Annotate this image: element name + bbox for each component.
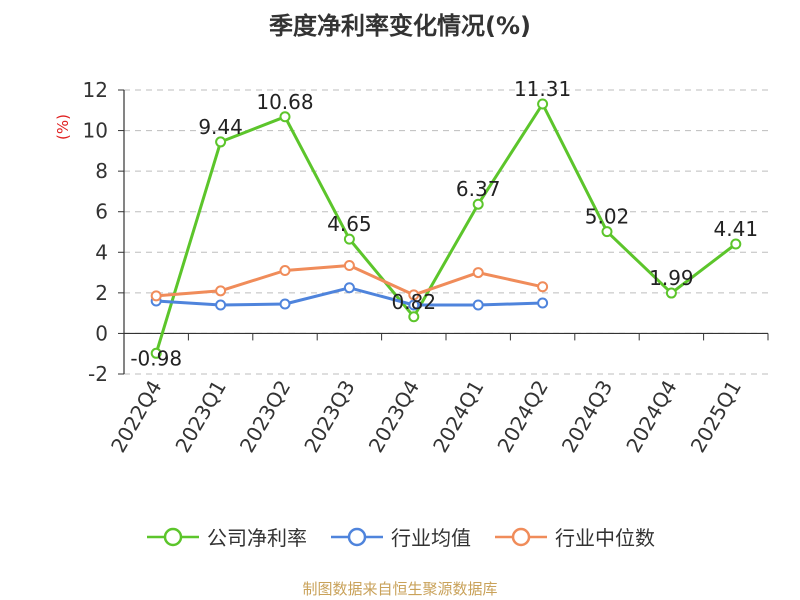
data-label: 5.02 — [585, 205, 630, 229]
legend-label: 行业均值 — [391, 526, 471, 550]
x-tick-label: 2024Q1 — [428, 376, 488, 457]
data-point — [537, 98, 549, 110]
data-label: 0.82 — [392, 290, 437, 314]
legend-item-industry-median[interactable]: 行业中位数 — [493, 522, 655, 551]
data-point — [279, 111, 291, 123]
legend-label: 公司净利率 — [207, 526, 307, 550]
data-point — [279, 298, 291, 310]
data-label: 4.65 — [327, 212, 372, 236]
data-point — [343, 233, 355, 245]
x-tick-label: 2025Q1 — [686, 376, 746, 457]
x-tick-label: 2023Q4 — [364, 376, 424, 457]
data-label: 10.68 — [256, 90, 313, 114]
y-tick-label: 8 — [95, 159, 108, 183]
data-label: 1.99 — [649, 266, 694, 290]
data-point — [537, 281, 549, 293]
legend-label: 行业中位数 — [555, 526, 655, 550]
data-label: 11.31 — [514, 77, 571, 101]
y-tick-label: -2 — [88, 362, 108, 386]
legend-item-industry-mean[interactable]: 行业均值 — [329, 522, 471, 551]
data-label: 4.41 — [714, 217, 759, 241]
x-tick-label: 2024Q3 — [557, 376, 617, 457]
y-tick-label: 6 — [95, 200, 108, 224]
data-point — [408, 311, 420, 323]
data-point — [150, 347, 162, 359]
x-tick-label: 2023Q2 — [235, 376, 295, 457]
data-point — [215, 299, 227, 311]
line-chart: -2 0 2 4 6 8 10 12 2022Q4 2023Q1 2023Q2 2023Q3 2023Q… — [54, 77, 769, 457]
data-point — [537, 297, 549, 309]
x-tick-label: 2023Q1 — [170, 376, 230, 457]
data-point — [279, 265, 291, 277]
data-labels: -0.98 9.44 10.68 4.65 0.82 6.37 11.31 5.02 1.99 4… — [130, 77, 758, 370]
data-point — [601, 226, 613, 238]
chart-title: 季度净利率变化情况(%) — [269, 12, 531, 40]
data-point — [472, 267, 484, 279]
legend-item-company[interactable]: 公司净利率 — [145, 522, 307, 551]
y-tick-label: 2 — [95, 281, 108, 305]
x-tick-label: 2022Q4 — [106, 376, 166, 457]
data-point — [343, 282, 355, 294]
y-tick-label: 4 — [95, 240, 108, 264]
data-point — [665, 287, 677, 299]
series-layer — [150, 98, 742, 359]
y-tick-label: 10 — [83, 119, 108, 143]
data-point — [408, 289, 420, 301]
legend-line-marker-icon — [495, 527, 547, 546]
data-label: -0.98 — [130, 346, 182, 370]
data-point — [150, 290, 162, 302]
data-label: 9.44 — [198, 115, 243, 139]
data-point — [472, 299, 484, 311]
y-axis-label: (%) — [54, 114, 72, 140]
y-tick-label: 0 — [95, 321, 108, 345]
legend-line-marker-icon — [331, 527, 383, 546]
legend: 公司净利率 行业均值 行业中位数 — [0, 522, 800, 551]
data-point — [730, 238, 742, 250]
x-tick-label: 2024Q4 — [621, 376, 681, 457]
x-tick-label: 2024Q2 — [492, 376, 552, 457]
x-tick-label: 2023Q3 — [299, 376, 359, 457]
data-label: 6.37 — [456, 177, 501, 201]
data-point — [215, 285, 227, 297]
y-tick-label: 12 — [83, 78, 108, 102]
data-point — [343, 259, 355, 271]
data-point — [472, 198, 484, 210]
data-point — [215, 136, 227, 148]
series-line — [154, 102, 737, 354]
source-note: 制图数据来自恒生聚源数据库 — [302, 580, 498, 598]
data-point — [408, 299, 420, 311]
legend-line-marker-icon — [147, 527, 199, 546]
